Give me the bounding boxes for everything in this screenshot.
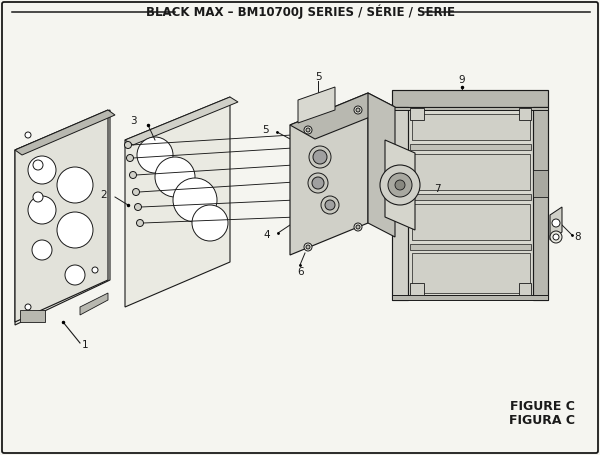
Polygon shape xyxy=(410,194,531,200)
Circle shape xyxy=(137,137,173,173)
Polygon shape xyxy=(550,207,562,240)
Circle shape xyxy=(293,181,296,183)
Text: BLACK MAX – BM10700J SERIES / SÉRIE / SERIE: BLACK MAX – BM10700J SERIES / SÉRIE / SE… xyxy=(146,5,455,19)
Circle shape xyxy=(550,231,562,243)
Circle shape xyxy=(32,240,52,260)
Polygon shape xyxy=(298,87,335,123)
Circle shape xyxy=(127,155,133,162)
Text: FIGURE C: FIGURE C xyxy=(510,400,575,413)
Circle shape xyxy=(57,212,93,248)
Polygon shape xyxy=(533,170,548,197)
Polygon shape xyxy=(392,90,548,107)
Text: 2: 2 xyxy=(100,190,107,200)
Text: 1: 1 xyxy=(82,340,89,350)
Polygon shape xyxy=(408,110,533,295)
Circle shape xyxy=(356,108,360,112)
Circle shape xyxy=(354,106,362,114)
Polygon shape xyxy=(412,114,530,140)
Circle shape xyxy=(125,142,131,148)
Circle shape xyxy=(25,132,31,138)
Polygon shape xyxy=(533,107,548,300)
Circle shape xyxy=(130,172,137,178)
Circle shape xyxy=(356,225,360,229)
Polygon shape xyxy=(368,93,395,237)
Polygon shape xyxy=(385,140,415,230)
Circle shape xyxy=(304,243,312,251)
Polygon shape xyxy=(412,154,530,190)
Circle shape xyxy=(292,147,295,150)
Polygon shape xyxy=(125,97,238,145)
Circle shape xyxy=(290,133,293,136)
Circle shape xyxy=(304,126,312,134)
Polygon shape xyxy=(410,244,531,250)
Text: 4: 4 xyxy=(263,230,269,240)
Circle shape xyxy=(321,196,339,214)
Polygon shape xyxy=(392,295,548,300)
Circle shape xyxy=(33,192,43,202)
Text: 5: 5 xyxy=(262,125,269,135)
Text: 9: 9 xyxy=(458,75,464,85)
Circle shape xyxy=(134,203,142,211)
Circle shape xyxy=(325,200,335,210)
Polygon shape xyxy=(392,107,408,300)
Text: FIGURA C: FIGURA C xyxy=(509,414,575,427)
Circle shape xyxy=(25,304,31,310)
Circle shape xyxy=(155,157,195,197)
Circle shape xyxy=(395,180,405,190)
Text: 3: 3 xyxy=(130,116,137,126)
Polygon shape xyxy=(15,110,115,155)
Circle shape xyxy=(137,219,143,227)
Circle shape xyxy=(28,196,56,224)
Circle shape xyxy=(380,165,420,205)
Circle shape xyxy=(295,198,298,202)
Polygon shape xyxy=(290,93,368,255)
Circle shape xyxy=(296,216,299,218)
Polygon shape xyxy=(410,144,531,150)
Polygon shape xyxy=(80,293,108,315)
Circle shape xyxy=(306,128,310,132)
Polygon shape xyxy=(392,107,548,110)
Polygon shape xyxy=(412,204,530,240)
Circle shape xyxy=(354,223,362,231)
Polygon shape xyxy=(412,253,530,293)
Circle shape xyxy=(309,146,331,168)
Polygon shape xyxy=(519,283,531,295)
Circle shape xyxy=(553,234,559,240)
Polygon shape xyxy=(410,283,424,295)
Circle shape xyxy=(57,167,93,203)
Text: 7: 7 xyxy=(434,184,440,194)
Text: 5: 5 xyxy=(315,72,322,82)
Circle shape xyxy=(312,177,324,189)
Polygon shape xyxy=(519,108,531,120)
Circle shape xyxy=(33,160,43,170)
Circle shape xyxy=(293,163,296,167)
Polygon shape xyxy=(20,310,45,322)
Text: 6: 6 xyxy=(297,267,304,277)
Polygon shape xyxy=(15,110,108,322)
Circle shape xyxy=(388,173,412,197)
Polygon shape xyxy=(290,93,395,139)
Circle shape xyxy=(28,156,56,184)
Polygon shape xyxy=(15,110,110,325)
Circle shape xyxy=(92,267,98,273)
Circle shape xyxy=(306,245,310,249)
Circle shape xyxy=(173,178,217,222)
Polygon shape xyxy=(410,108,424,120)
Circle shape xyxy=(65,265,85,285)
Circle shape xyxy=(308,173,328,193)
Circle shape xyxy=(552,219,560,227)
Circle shape xyxy=(313,150,327,164)
Text: 8: 8 xyxy=(574,232,581,242)
Polygon shape xyxy=(125,97,230,307)
Circle shape xyxy=(192,205,228,241)
Circle shape xyxy=(133,188,139,196)
